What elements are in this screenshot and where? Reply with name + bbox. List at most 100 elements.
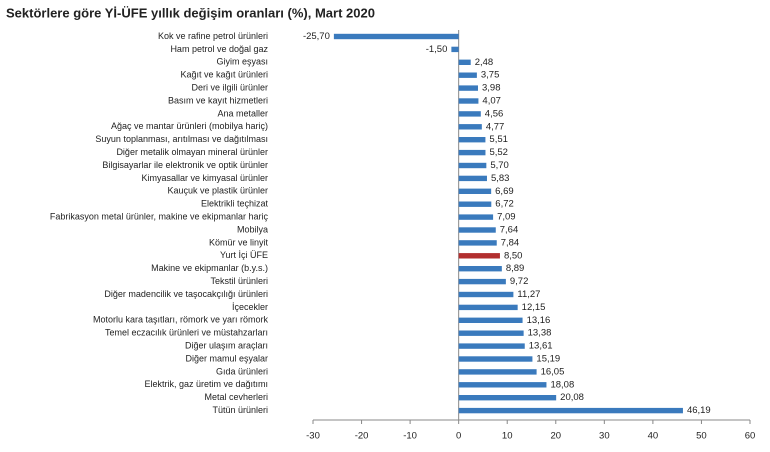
- x-tick-label: 60: [745, 431, 756, 442]
- value-label: 13,38: [528, 328, 552, 339]
- value-label: 6,69: [495, 186, 514, 197]
- value-label: -1,50: [426, 44, 448, 55]
- x-tick-label: 40: [648, 431, 659, 442]
- value-label: -25,70: [303, 31, 330, 42]
- bar: [458, 149, 486, 156]
- category-label: Kağıt ve kağıt ürünleri: [180, 70, 268, 80]
- bar: [458, 407, 683, 414]
- category-label: Tekstil ürünleri: [210, 276, 268, 286]
- value-label: 46,19: [687, 405, 711, 416]
- bar: [458, 278, 506, 285]
- category-label: Ham petrol ve doğal gaz: [170, 44, 268, 54]
- category-label: Ana metaller: [217, 108, 268, 118]
- value-label: 12,15: [522, 302, 546, 313]
- value-label: 6,72: [495, 199, 514, 210]
- bar: [458, 85, 478, 91]
- value-label: 8,89: [506, 263, 524, 274]
- bar: [458, 111, 481, 117]
- bar: [458, 227, 496, 233]
- x-tick-label: 20: [550, 431, 561, 442]
- category-label: Bilgisayarlar ile elektronik ve optik ür…: [102, 160, 268, 170]
- bar: [458, 356, 533, 362]
- value-label: 13,16: [527, 315, 551, 326]
- bar: [458, 175, 487, 182]
- category-label: Metal cevherleri: [204, 392, 268, 402]
- category-label: Diğer ulaşım araçları: [185, 340, 268, 350]
- bar: [333, 33, 459, 40]
- value-label: 16,05: [541, 366, 565, 377]
- value-label: 7,64: [500, 225, 519, 236]
- value-label: 2,48: [475, 57, 494, 68]
- value-label: 13,61: [529, 341, 553, 352]
- value-label: 5,70: [490, 160, 509, 171]
- category-label: Mobilya: [237, 224, 268, 234]
- value-label: 5,52: [489, 147, 508, 158]
- bar: [458, 214, 494, 220]
- bar: [458, 98, 479, 104]
- value-label: 11,27: [517, 289, 540, 300]
- bar: [458, 240, 497, 246]
- category-label: Basım ve kayıt hizmetleri: [168, 95, 268, 105]
- bar: [458, 137, 486, 143]
- x-tick-label: -30: [306, 431, 320, 442]
- category-label: Motorlu kara taşıtları, römork ve yarı r…: [93, 315, 269, 325]
- bar: [458, 343, 525, 349]
- category-label: Kok ve rafine petrol ürünleri: [158, 31, 268, 41]
- bar: [458, 317, 523, 323]
- bar: [458, 72, 477, 78]
- category-label: Suyun toplanması, arıtılması ve dağıtılm…: [95, 134, 268, 144]
- value-label: 7,84: [501, 237, 520, 248]
- value-label: 5,83: [491, 173, 510, 184]
- bar: [458, 330, 524, 336]
- category-label: Elektrik, gaz üretim ve dağıtımı: [144, 379, 268, 389]
- bar: [458, 382, 547, 388]
- category-label: Gıda ürünleri: [216, 366, 268, 376]
- value-label: 4,77: [486, 121, 505, 132]
- bar: [458, 266, 502, 272]
- value-label: 4,07: [482, 96, 501, 107]
- category-label: Temel eczacılık ürünleri ve müstahzarlar…: [105, 328, 268, 338]
- bar: [458, 253, 500, 259]
- category-label: Elektrikli teçhizat: [201, 199, 269, 209]
- bar: [451, 46, 459, 53]
- value-label: 15,19: [536, 354, 560, 365]
- value-label: 5,51: [489, 134, 508, 145]
- x-tick-label: -10: [403, 431, 417, 442]
- x-tick-label: 30: [599, 431, 610, 442]
- value-label: 3,75: [481, 70, 500, 81]
- value-label: 3,98: [482, 83, 501, 94]
- chart-title: Sektörlere göre Yİ-ÜFE yıllık değişim or…: [6, 5, 375, 20]
- category-label: Giyim eşyası: [216, 57, 268, 67]
- value-label: 4,56: [485, 108, 504, 119]
- category-label: Diğer mamul eşyalar: [185, 353, 268, 363]
- bar: [458, 369, 537, 375]
- category-label: Diğer madencilik ve taşocakçılığı ürünle…: [104, 289, 268, 299]
- x-tick-label: 0: [456, 431, 461, 442]
- x-tick-label: 50: [696, 431, 707, 442]
- category-label: Deri ve ilgili ürünler: [191, 82, 268, 92]
- category-label: Makine ve ekipmanlar (b.y.s.): [151, 263, 268, 273]
- bar: [458, 188, 492, 194]
- category-label: Kömür ve linyit: [209, 237, 269, 247]
- category-label: Fabrikasyon metal ürünler, makine ve eki…: [50, 211, 269, 221]
- bar: [458, 59, 471, 65]
- category-label: Kauçuk ve plastik ürünler: [167, 186, 268, 196]
- category-label: Yurt İçi ÜFE: [220, 250, 268, 260]
- category-label: İçecekler: [232, 302, 268, 312]
- bar: [458, 304, 518, 311]
- bar: [458, 291, 514, 298]
- bar: [458, 201, 492, 207]
- value-label: 20,08: [560, 392, 584, 403]
- value-label: 7,09: [497, 212, 515, 223]
- category-label: Kimyasallar ve kimyasal ürünler: [141, 173, 268, 183]
- category-label: Diğer metalik olmayan mineral ürünler: [116, 147, 268, 157]
- bar: [458, 162, 487, 169]
- bar: [458, 395, 557, 401]
- value-label: 9,72: [510, 276, 529, 287]
- value-label: 8,50: [504, 250, 523, 261]
- category-label: Tütün ürünleri: [212, 405, 268, 415]
- x-tick-label: -20: [355, 431, 369, 442]
- category-label: Ağaç ve mantar ürünleri (mobilya hariç): [111, 121, 268, 131]
